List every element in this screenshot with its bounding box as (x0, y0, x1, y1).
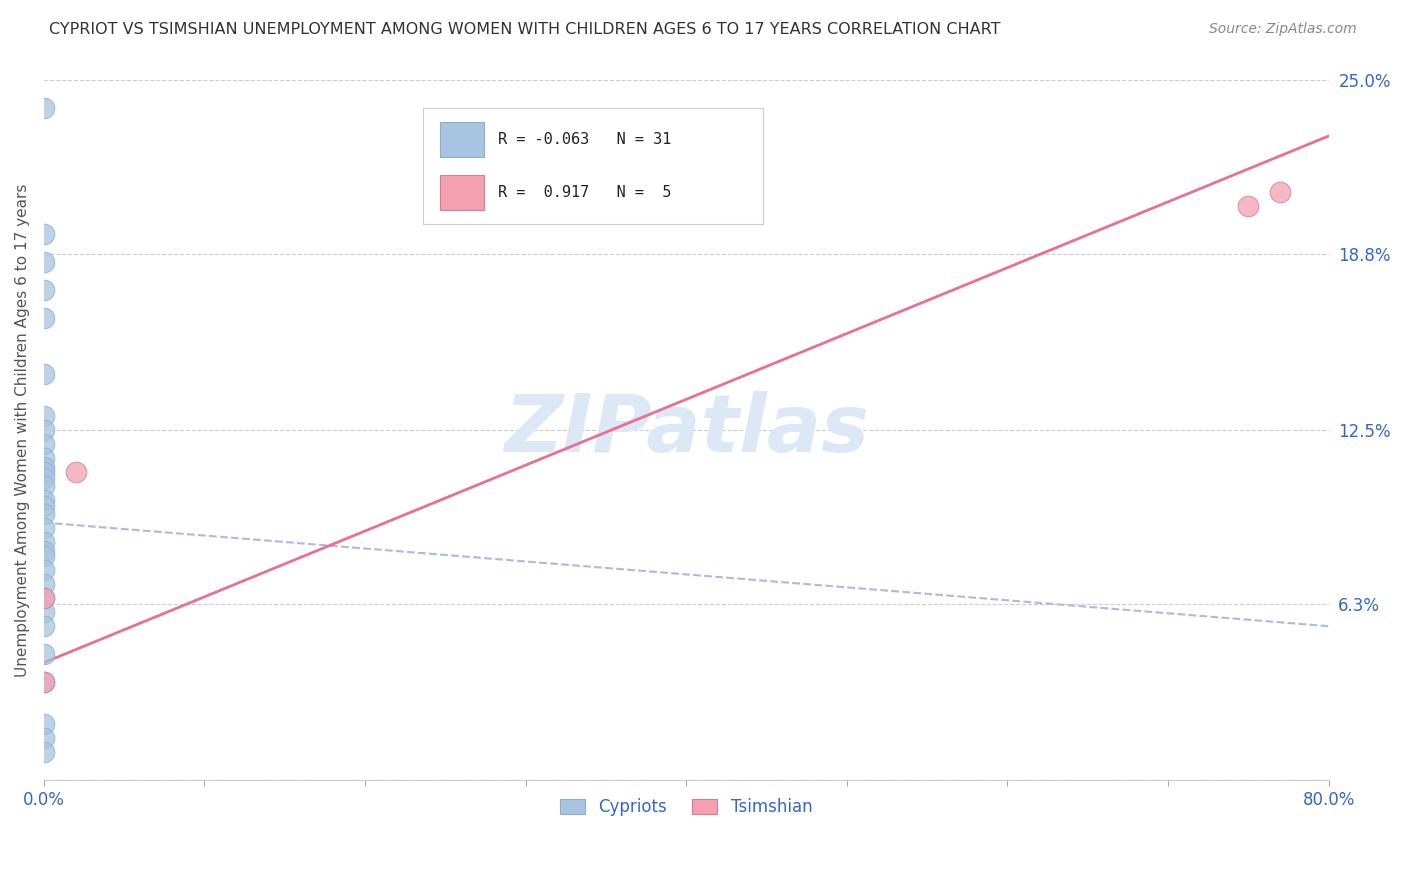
Text: CYPRIOT VS TSIMSHIAN UNEMPLOYMENT AMONG WOMEN WITH CHILDREN AGES 6 TO 17 YEARS C: CYPRIOT VS TSIMSHIAN UNEMPLOYMENT AMONG … (49, 22, 1001, 37)
Point (32, 507, 55, 521)
Point (32, 101, 55, 115)
Point (32, 499, 55, 513)
Point (32, 543, 55, 558)
Point (32, 367, 55, 381)
Point (32, 549, 55, 564)
Legend: Cypriots, Tsimshian: Cypriots, Tsimshian (553, 789, 821, 824)
Point (32, 437, 55, 451)
Point (1237, 199, 1260, 213)
Point (32, 423, 55, 437)
Text: Source: ZipAtlas.com: Source: ZipAtlas.com (1209, 22, 1357, 37)
Point (32, 409, 55, 424)
Point (32, 255, 55, 269)
Point (32, 283, 55, 297)
Point (32, 591, 55, 606)
Point (32, 745, 55, 759)
Point (32, 311, 55, 326)
Point (32, 591, 55, 606)
Point (32, 577, 55, 591)
Point (32, 471, 55, 485)
Point (32, 731, 55, 746)
Point (32, 535, 55, 549)
Point (32, 479, 55, 493)
Point (32, 675, 55, 690)
Point (32, 521, 55, 535)
Point (32, 451, 55, 466)
Text: ZIPatlas: ZIPatlas (503, 391, 869, 469)
Point (32, 717, 55, 731)
Point (65, 465, 87, 479)
Point (32, 675, 55, 690)
Point (32, 493, 55, 508)
Point (32, 459, 55, 474)
Point (32, 465, 55, 479)
Point (1270, 185, 1292, 199)
Point (32, 563, 55, 577)
Point (32, 647, 55, 661)
Point (32, 605, 55, 619)
Y-axis label: Unemployment Among Women with Children Ages 6 to 17 years: Unemployment Among Women with Children A… (15, 184, 30, 677)
Point (32, 619, 55, 633)
Point (32, 227, 55, 241)
